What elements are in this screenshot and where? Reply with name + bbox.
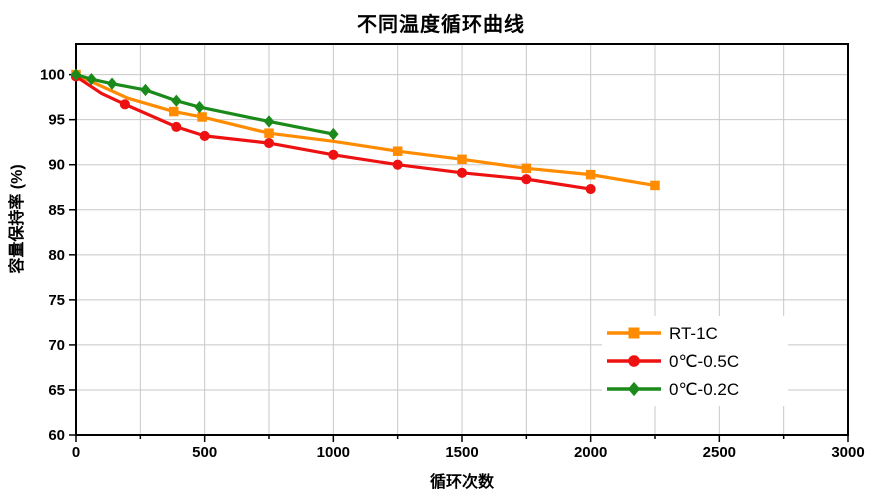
data-point-marker <box>392 159 403 170</box>
y-tick-label: 60 <box>48 427 65 444</box>
data-point-marker <box>169 106 179 117</box>
y-tick-label: 65 <box>48 382 65 399</box>
data-point-marker <box>263 138 275 149</box>
axis-ticks: 0 500 1000 1500 2000 2500 3000 60 65 70 75 80 85 90 95… <box>40 67 865 461</box>
data-point-marker <box>328 127 339 141</box>
data-point-marker <box>521 163 532 174</box>
x-axis-title: 循环次数 <box>429 474 494 491</box>
series-RT-1C <box>71 69 660 191</box>
data-point-marker <box>628 355 640 367</box>
y-tick-label: 75 <box>48 292 65 309</box>
x-tick-label: 1500 <box>445 444 478 461</box>
data-point-marker <box>70 68 82 81</box>
x-tick-label: 1000 <box>317 444 350 461</box>
data-point-marker <box>199 130 210 141</box>
x-tick-label: 2500 <box>703 444 736 461</box>
y-tick-label: 100 <box>40 67 65 84</box>
y-tick-label: 80 <box>48 247 65 264</box>
data-point-marker <box>197 112 207 122</box>
y-tick-label: 90 <box>48 157 65 174</box>
x-tick-label: 0 <box>72 444 80 461</box>
y-tick-label: 70 <box>48 337 65 354</box>
y-tick-label: 95 <box>48 112 65 129</box>
data-point-marker <box>585 183 596 195</box>
y-axis-title: 容量保持率 (%) <box>9 164 26 274</box>
data-point-marker <box>263 115 275 128</box>
data-point-marker <box>392 146 403 156</box>
data-point-marker <box>194 100 205 114</box>
legend-label: RT-1C <box>669 323 718 343</box>
data-point-marker <box>628 327 640 339</box>
legend-line-square-icon <box>606 325 662 341</box>
legend-label: 0℃-0.5C <box>669 351 740 371</box>
x-tick-label: 500 <box>192 444 217 461</box>
y-tick-label: 85 <box>48 202 65 219</box>
data-point-marker <box>171 94 182 107</box>
legend-item: 0℃-0.2C <box>606 375 788 403</box>
series-0℃-0.2C <box>70 68 339 141</box>
x-tick-label: 3000 <box>831 444 864 461</box>
chart-title: 不同温度循环曲线 <box>357 14 525 36</box>
data-point-marker <box>650 180 660 191</box>
data-point-marker <box>457 154 467 165</box>
data-point-marker <box>627 381 641 397</box>
legend: RT-1C 0℃-0.5C 0℃-0.2C <box>602 316 788 406</box>
data-point-marker <box>106 77 118 90</box>
data-point-marker <box>140 83 151 97</box>
data-point-marker <box>86 72 97 86</box>
legend-line-circle-icon <box>606 353 662 369</box>
legend-label: 0℃-0.2C <box>669 379 740 399</box>
x-tick-label: 2000 <box>574 444 607 461</box>
data-point-marker <box>585 169 596 180</box>
legend-item: 0℃-0.5C <box>606 347 788 375</box>
data-point-marker <box>521 174 532 185</box>
data-point-marker <box>456 167 468 178</box>
series-0℃-0.5C <box>70 71 596 195</box>
series-line <box>74 73 657 188</box>
data-point-marker <box>328 149 339 160</box>
data-point-marker <box>264 128 274 138</box>
data-point-marker <box>119 99 130 110</box>
legend-item: RT-1C <box>606 319 788 347</box>
data-point-marker <box>171 121 182 132</box>
legend-line-diamond-icon <box>606 381 662 397</box>
